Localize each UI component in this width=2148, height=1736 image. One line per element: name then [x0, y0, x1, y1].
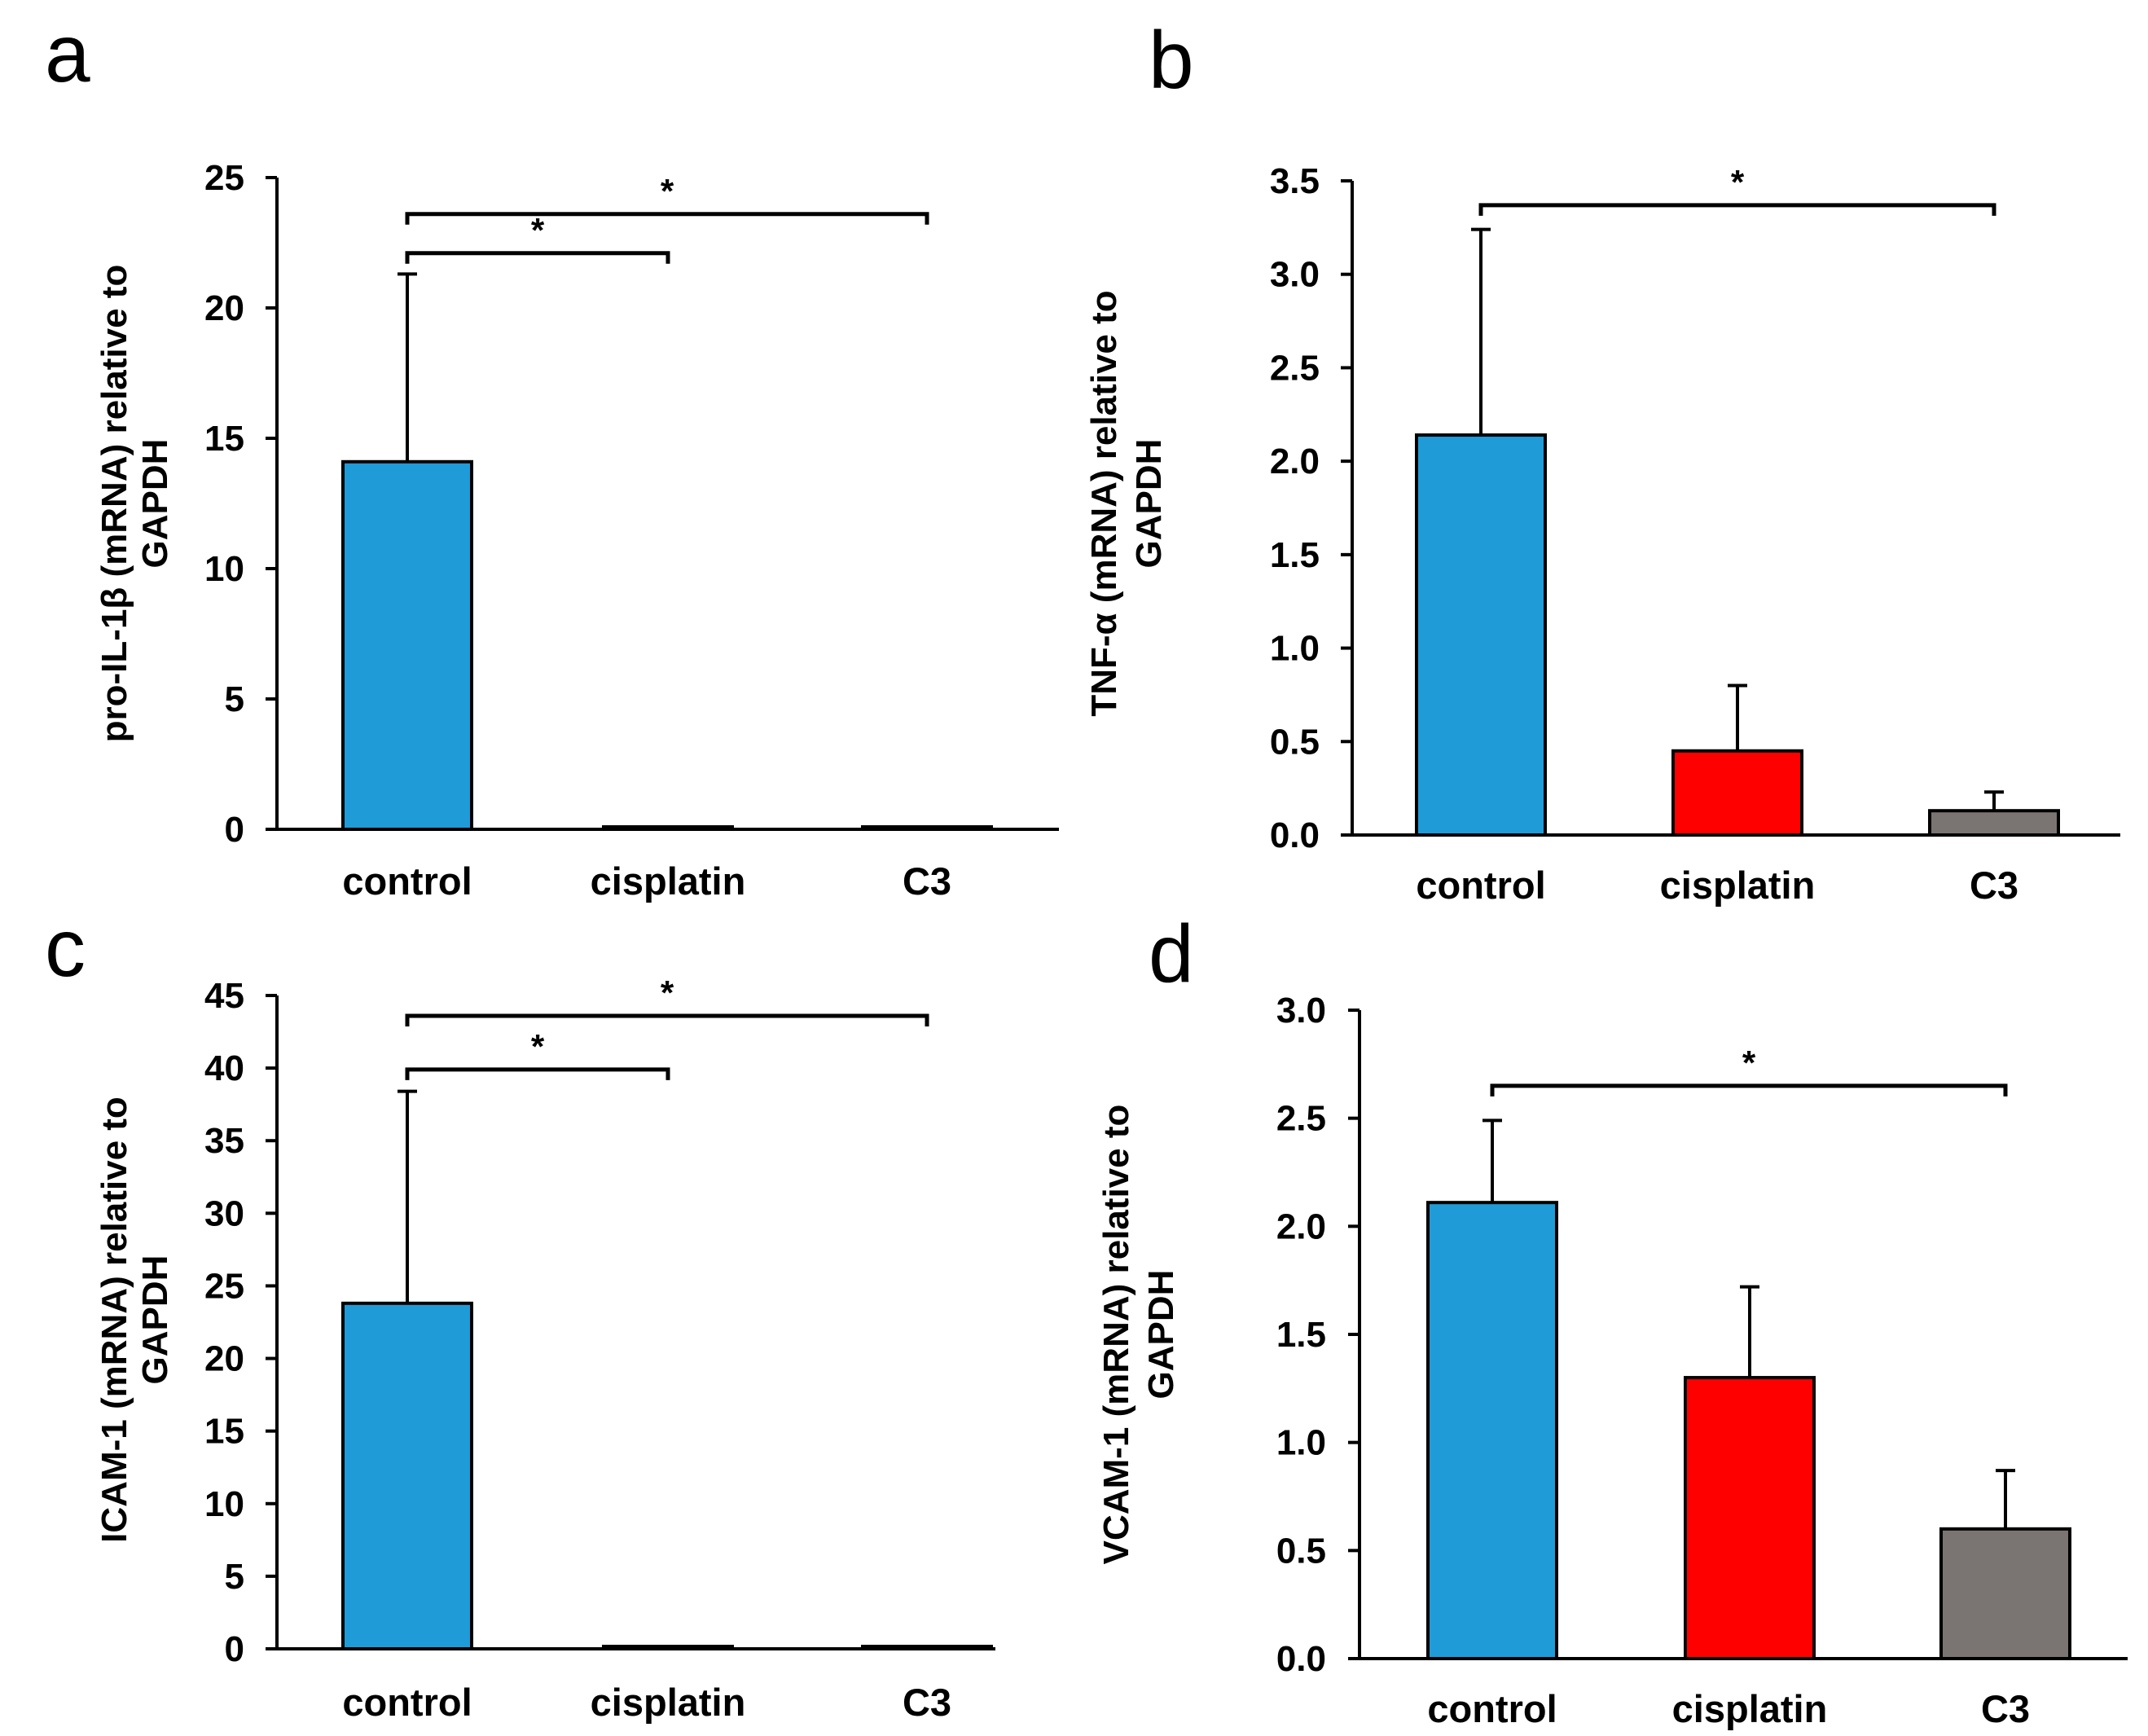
y-tick-label: 0.0	[1276, 1639, 1326, 1679]
y-axis-label-line-2: GAPDH	[1141, 1270, 1181, 1400]
x-category-label: C3	[903, 859, 951, 903]
y-axis-label-line-1: VCAM-1 (mRNA) relative to	[1096, 1105, 1136, 1565]
significance-bracket	[1490, 1083, 2008, 1097]
x-category-label: cisplatin	[1660, 864, 1816, 907]
x-category-label: control	[1427, 1687, 1557, 1730]
x-category-label: cisplatin	[591, 1681, 746, 1724]
y-tick-label: 15	[204, 419, 244, 459]
bar-C3	[1928, 809, 2060, 837]
bar-cisplatin	[1671, 749, 1803, 837]
y-tick-label: 40	[204, 1048, 244, 1088]
y-tick-label: 1.0	[1276, 1423, 1326, 1463]
bar-control	[1426, 1201, 1558, 1660]
x-category-label: cisplatin	[591, 859, 746, 903]
panel-d: d VCAM-1 (mRNA) relative to GAPDH 0.0 0.5 1.0…	[1096, 908, 2128, 1730]
y-tick-label: 25	[204, 1266, 244, 1306]
y-tick-label: 0	[225, 810, 244, 850]
x-category-label: C3	[1970, 864, 2018, 907]
y-axis-label-line-1: ICAM-1 (mRNA) relative to	[94, 1097, 134, 1543]
y-tick-label: 5	[225, 1557, 244, 1597]
y-tick-label: 3.5	[1270, 161, 1320, 201]
x-category-label: cisplatin	[1672, 1687, 1828, 1730]
y-tick-label: 2.0	[1276, 1206, 1326, 1246]
y-tick-label: 3.0	[1276, 991, 1326, 1031]
bar-cisplatin	[1684, 1376, 1816, 1660]
y-axis-label-line-1: TNF-α (mRNA) relative to	[1084, 290, 1124, 716]
y-tick-label: 0.5	[1270, 722, 1320, 762]
significance-star: *	[1731, 163, 1745, 201]
significance-bracket	[405, 1013, 929, 1026]
y-tick-label: 1.0	[1270, 629, 1320, 669]
y-tick-label: 2.0	[1270, 442, 1320, 481]
significance-bracket	[405, 251, 670, 264]
y-tick-label: 15	[204, 1412, 244, 1452]
y-tick-label: 0.0	[1270, 815, 1320, 855]
significance-star: *	[531, 211, 545, 249]
bar-control	[341, 1301, 473, 1650]
bar-C3	[861, 1645, 993, 1650]
y-tick-label: 5	[225, 679, 244, 719]
y-tick-label: 1.5	[1276, 1315, 1326, 1355]
y-tick-label: 35	[204, 1121, 244, 1161]
significance-star: *	[661, 172, 674, 210]
panel-c: c ICAM-1 (mRNA) relative to GAPDH 0 5 10 15 20 2…	[45, 903, 995, 1724]
significance-bracket	[1478, 203, 1996, 216]
significance-bracket	[405, 212, 929, 225]
bar-C3	[861, 825, 993, 831]
y-tick-label: 20	[204, 288, 244, 328]
y-tick-label: 20	[204, 1339, 244, 1379]
y-tick-label: 10	[204, 1484, 244, 1524]
x-category-label: control	[342, 859, 472, 903]
panel-label-c: c	[45, 903, 86, 994]
y-axis-label-line-1: pro-IL-1β (mRNA) relative to	[94, 265, 134, 743]
y-tick-label: 3.0	[1270, 255, 1320, 295]
panel-label-a: a	[45, 8, 90, 99]
panel-label-b: b	[1149, 15, 1194, 106]
bar-cisplatin	[602, 825, 734, 831]
y-tick-label: 25	[204, 158, 244, 198]
y-tick-label: 1.5	[1270, 535, 1320, 575]
y-tick-label: 30	[204, 1193, 244, 1233]
panel-a: a pro-IL-1β (mRNA) relative to GAPDH 0 5 10 15…	[45, 8, 1059, 903]
y-tick-label: 0.5	[1276, 1531, 1326, 1571]
y-axis-label-line-2: GAPDH	[1129, 439, 1169, 569]
panel-label-d: d	[1149, 908, 1194, 1000]
y-tick-label: 2.5	[1270, 348, 1320, 388]
panel-b: b TNF-α (mRNA) relative to GAPDH 0.0 0.5 1.0 1…	[1084, 15, 2120, 907]
y-axis-label-line-2: GAPDH	[135, 439, 175, 569]
y-axis-label-line-2: GAPDH	[135, 1255, 175, 1385]
bar-control	[341, 459, 473, 831]
x-category-label: control	[1416, 864, 1545, 907]
x-category-label: control	[342, 1681, 472, 1724]
bar-cisplatin	[602, 1645, 734, 1650]
bar-control	[1415, 433, 1547, 837]
y-tick-label: 45	[204, 976, 244, 1016]
y-tick-label: 10	[204, 549, 244, 589]
y-tick-label: 2.5	[1276, 1099, 1326, 1139]
significance-star: *	[1742, 1044, 1756, 1082]
x-category-label: C3	[903, 1681, 951, 1724]
y-tick-label: 0	[225, 1629, 244, 1669]
bar-C3	[1939, 1527, 2071, 1661]
significance-star: *	[531, 1027, 545, 1066]
x-category-label: C3	[1981, 1687, 2030, 1730]
significance-star: *	[661, 973, 674, 1012]
significance-bracket	[405, 1067, 670, 1080]
